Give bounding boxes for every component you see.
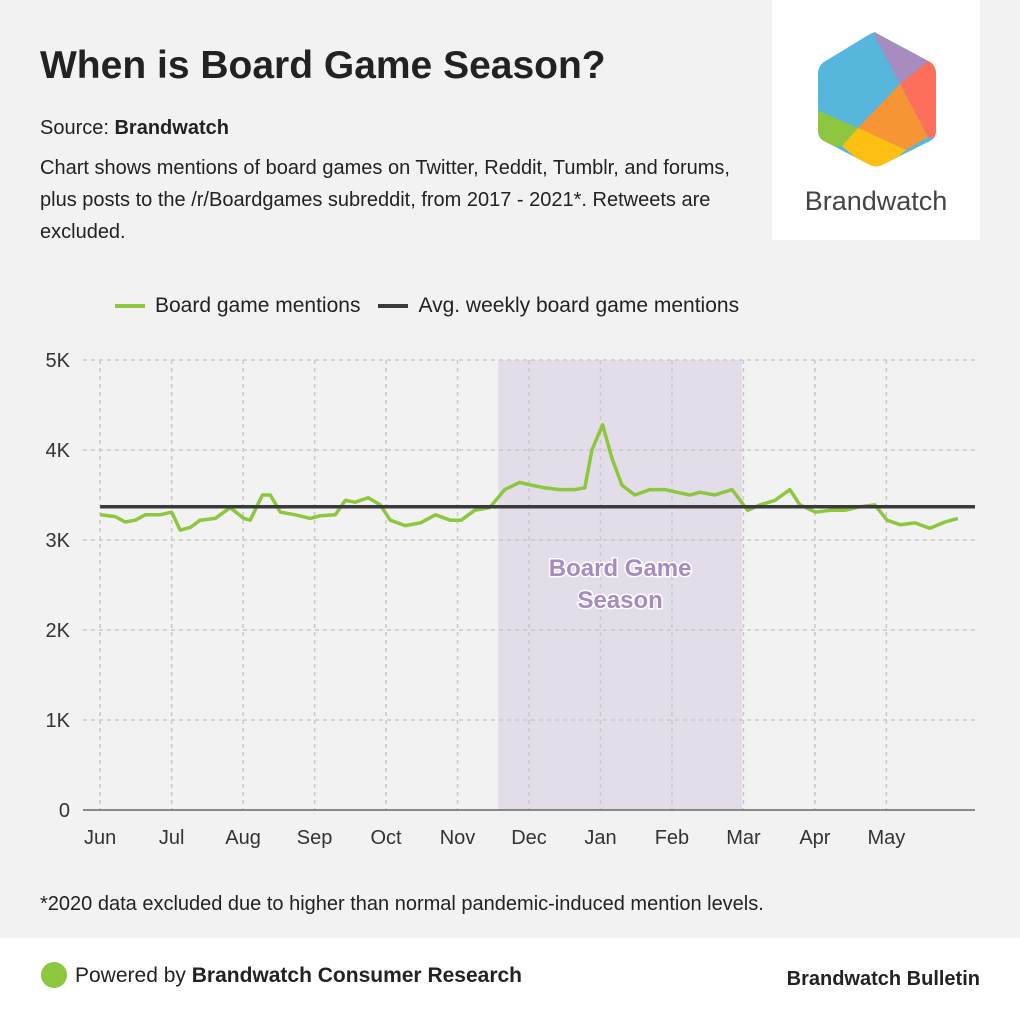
y-tick-label: 2K (46, 620, 71, 642)
legend-label: Board game mentions (155, 294, 361, 317)
season-label: Board Game (549, 555, 692, 582)
x-tick-label: Dec (511, 827, 547, 849)
green-dot-icon (41, 962, 67, 988)
source: Source: Brandwatch (40, 117, 229, 140)
source-name: Brandwatch (114, 117, 229, 139)
x-tick-label: May (867, 827, 905, 849)
legend-item-avg: Avg. weekly board game mentions (378, 294, 739, 318)
y-tick-label: 0 (59, 800, 70, 822)
x-tick-label: Oct (370, 827, 402, 849)
hexagon-logo-icon (818, 32, 936, 167)
season-band (498, 360, 742, 810)
footer (0, 938, 1020, 1020)
legend-swatch (378, 304, 409, 308)
bulletin-brand: Brandwatch Bulletin (786, 968, 980, 990)
x-tick-label: Jun (84, 827, 116, 849)
powered-prefix: Powered by (75, 964, 192, 987)
brandwatch-logo: Brandwatch (772, 0, 980, 240)
legend-swatch (115, 304, 145, 308)
y-tick-label: 1K (46, 710, 71, 732)
y-tick-label: 4K (46, 440, 71, 462)
series-mentions-line (99, 423, 959, 532)
x-tick-label: Mar (726, 827, 761, 849)
legend-label: Avg. weekly board game mentions (418, 294, 740, 317)
x-tick-label: Feb (655, 827, 689, 849)
y-tick-label: 5K (46, 350, 71, 372)
footnote: *2020 data excluded due to higher than n… (40, 893, 764, 915)
x-tick-label: Jan (584, 827, 616, 849)
x-tick-label: Nov (440, 827, 476, 849)
x-tick-label: Jul (159, 827, 185, 849)
x-tick-label: Apr (799, 827, 830, 849)
powered-by: Powered by Brandwatch Consumer Research (75, 964, 522, 988)
powered-name: Brandwatch Consumer Research (191, 964, 523, 987)
season-label: Season (577, 587, 662, 614)
logo-text: Brandwatch (804, 186, 948, 216)
legend-item-mentions: Board game mentions (115, 294, 360, 318)
source-label: Source: (40, 117, 115, 139)
x-tick-label: Sep (297, 827, 333, 849)
x-tick-label: Aug (225, 827, 261, 849)
line-chart: 0 1K 2K 3K 4K 5K Jun Jul Aug Sep Oct Nov Dec Jan Feb Ma… (46, 350, 975, 849)
legend: Board game mentions Avg. weekly board ga… (115, 294, 739, 318)
y-tick-label: 3K (46, 530, 71, 552)
page-title: When is Board Game Season? (40, 44, 606, 87)
chart-description: Chart shows mentions of board games on T… (40, 157, 730, 243)
